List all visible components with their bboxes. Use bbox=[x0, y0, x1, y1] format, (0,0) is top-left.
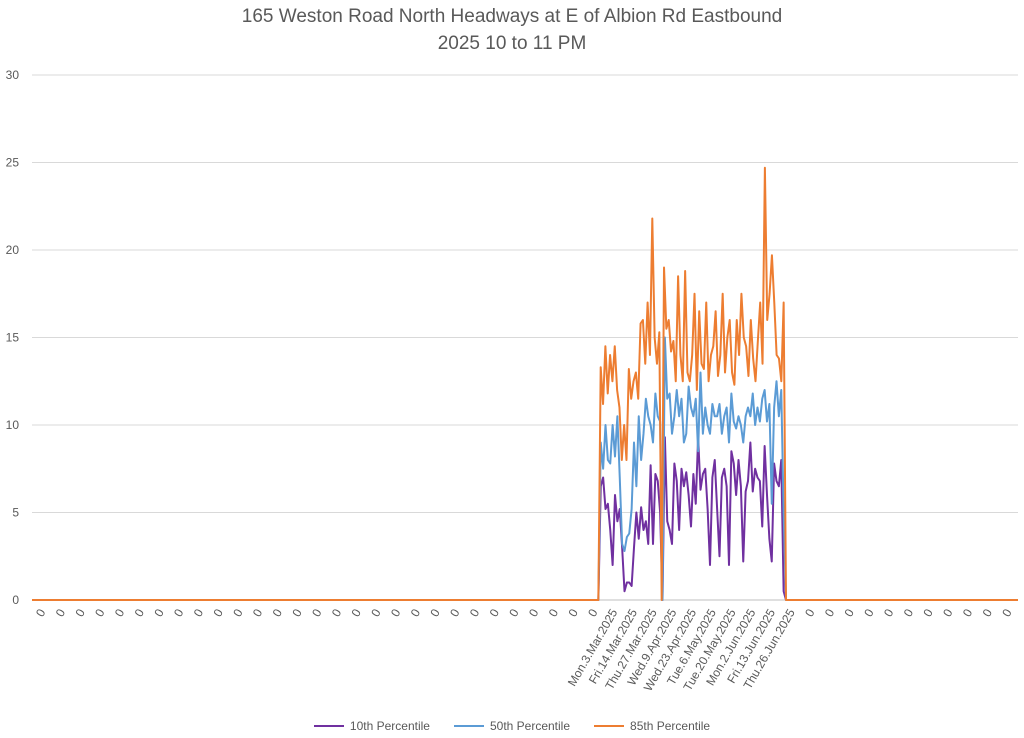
y-tick-label: 10 bbox=[6, 418, 20, 432]
legend-label-10th: 10th Percentile bbox=[349, 719, 430, 733]
y-tick-label: 25 bbox=[6, 156, 20, 170]
x-tick-label: 0 bbox=[526, 606, 542, 619]
x-tick-label: 0 bbox=[980, 606, 996, 619]
x-tick-label: 0 bbox=[408, 606, 424, 619]
x-tick-label: 0 bbox=[92, 606, 108, 619]
x-tick-label: 0 bbox=[960, 606, 976, 619]
x-tick-label: 0 bbox=[329, 606, 345, 619]
x-tick-label: 0 bbox=[506, 606, 522, 619]
x-tick-label: 0 bbox=[822, 606, 838, 619]
x-tick-label: 0 bbox=[112, 606, 128, 619]
x-tick-label: 0 bbox=[487, 606, 503, 619]
x-tick-label: 0 bbox=[33, 606, 49, 619]
x-tick-label: 0 bbox=[309, 606, 325, 619]
x-tick-label: 0 bbox=[388, 606, 404, 619]
x-tick-label: 0 bbox=[427, 606, 443, 619]
y-tick-label: 20 bbox=[6, 243, 20, 257]
x-tick-label: 0 bbox=[270, 606, 286, 619]
x-tick-label: 0 bbox=[230, 606, 246, 619]
x-tick-label: 0 bbox=[467, 606, 483, 619]
x-tick-label: 0 bbox=[171, 606, 187, 619]
x-tick-label: 0 bbox=[802, 606, 818, 619]
legend-label-50th: 50th Percentile bbox=[489, 719, 571, 733]
legend-swatch-50th bbox=[453, 724, 484, 728]
y-tick-label: 15 bbox=[6, 331, 20, 345]
x-tick-label: 0 bbox=[151, 606, 167, 619]
legend-swatch-85th bbox=[594, 724, 625, 728]
chart-title: 165 Weston Road North Headways at E of A… bbox=[241, 6, 783, 27]
x-tick-label: 0 bbox=[842, 606, 858, 619]
legend-item-10th: 10th Percentile bbox=[313, 719, 430, 733]
y-tick-label: 5 bbox=[12, 506, 19, 520]
x-tick-label: 0 bbox=[72, 606, 88, 619]
x-tick-label: 0 bbox=[250, 606, 266, 619]
legend-label-85th: 85th Percentile bbox=[630, 719, 711, 733]
series-line-50th bbox=[32, 336, 1018, 601]
x-tick-label: 0 bbox=[289, 606, 305, 619]
x-tick-label: 0 bbox=[920, 606, 936, 619]
x-tick-label: 0 bbox=[349, 606, 365, 619]
series-line-85th bbox=[32, 166, 1018, 601]
legend-item-85th: 85th Percentile bbox=[594, 719, 710, 733]
x-tick-label: 0 bbox=[999, 606, 1015, 619]
x-tick-label: 0 bbox=[191, 606, 207, 619]
chart-legend: 10th Percentile 50th Percentile 85th Per… bbox=[0, 719, 1024, 733]
y-tick-label: 30 bbox=[6, 68, 20, 82]
x-tick-label: 0 bbox=[546, 606, 562, 619]
legend-item-50th: 50th Percentile bbox=[453, 719, 571, 733]
series-line-10th bbox=[32, 436, 1018, 601]
x-tick-label: 0 bbox=[565, 606, 581, 619]
x-tick-label: 0 bbox=[940, 606, 956, 619]
x-tick-label: 0 bbox=[210, 606, 226, 619]
x-tick-label: 0 bbox=[368, 606, 384, 619]
chart-subtitle: 2025 10 to 11 PM bbox=[437, 33, 587, 54]
x-tick-label: 0 bbox=[132, 606, 148, 619]
x-tick-label: 0 bbox=[585, 606, 601, 619]
legend-swatch-10th bbox=[313, 724, 344, 728]
y-tick-label: 0 bbox=[12, 593, 19, 607]
x-tick-label: 0 bbox=[901, 606, 917, 619]
x-tick-label: 0 bbox=[447, 606, 463, 619]
x-tick-label: 0 bbox=[53, 606, 69, 619]
x-tick-label: 0 bbox=[861, 606, 877, 619]
x-tick-label: 0 bbox=[881, 606, 897, 619]
